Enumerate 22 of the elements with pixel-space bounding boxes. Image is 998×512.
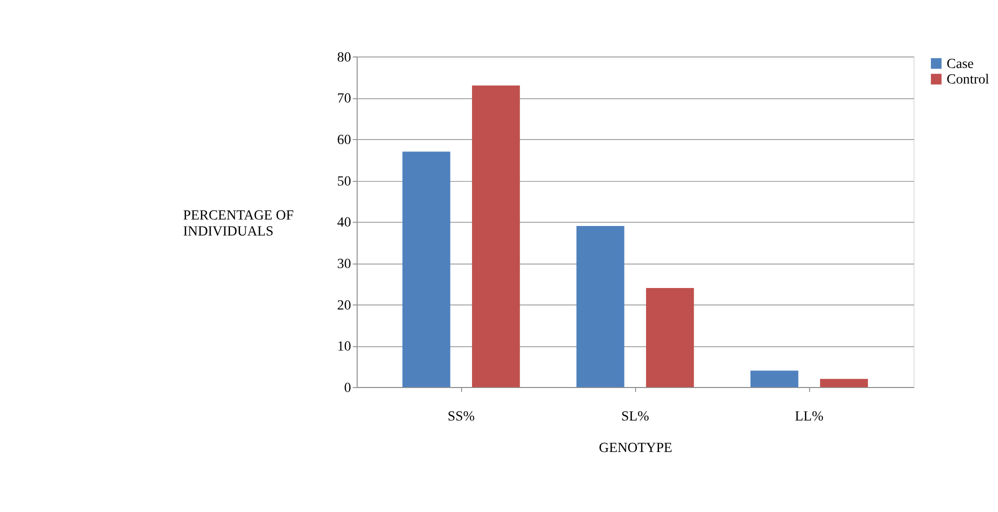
bar [646, 288, 694, 388]
y-tick-label: 70 [337, 92, 352, 107]
y-tick-label: 10 [337, 340, 352, 355]
legend-label: Control [946, 72, 990, 88]
x-tick-label: LL% [794, 410, 824, 425]
y-tick-label: 60 [337, 132, 352, 148]
bar [820, 378, 868, 388]
bar [472, 85, 520, 388]
y-tick-label: 30 [337, 256, 352, 272]
x-tick-label: SL% [621, 410, 650, 425]
y-tick-label: 50 [337, 174, 352, 190]
bar [402, 152, 450, 388]
x-tick-label: SS% [448, 410, 476, 425]
y-tick-label: 20 [337, 298, 352, 314]
bar [576, 226, 624, 388]
x-axis-title: GENOTYPE [598, 440, 672, 456]
bar [750, 370, 798, 388]
y-tick-label: 40 [337, 216, 352, 231]
y-tick-label: 0 [344, 380, 352, 396]
legend-label: Case [946, 56, 974, 72]
y-axis-title: PERCENTAGE OF INDIVIDUALS [183, 208, 294, 240]
y-tick-label: 80 [337, 50, 352, 66]
